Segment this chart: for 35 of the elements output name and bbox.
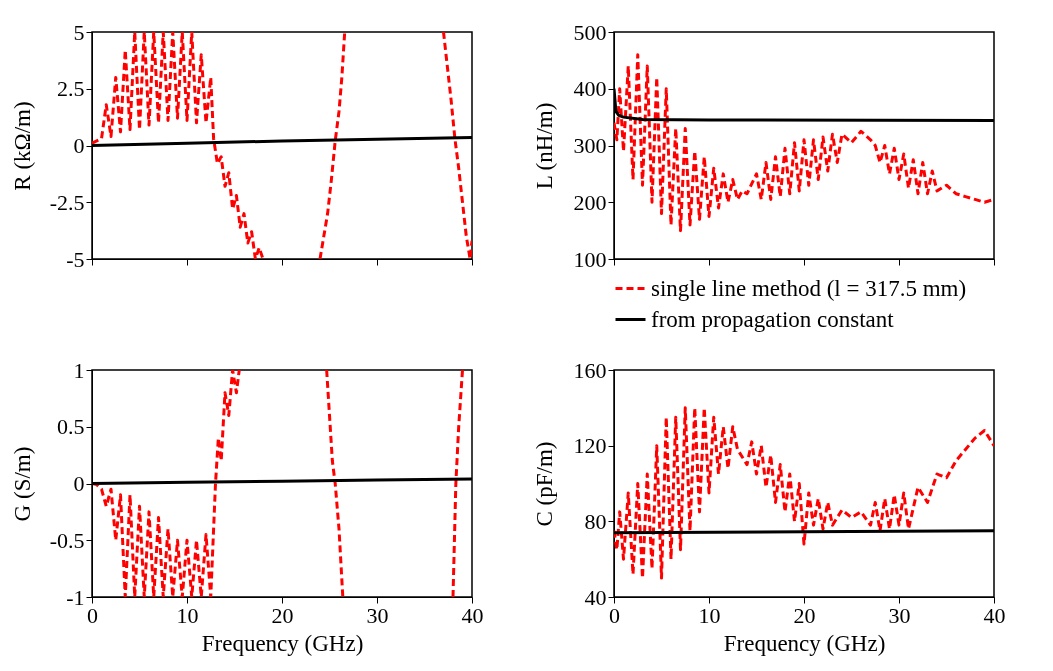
x-tick-label: 40: [461, 602, 484, 628]
x-tick-label: 30: [366, 602, 389, 628]
y-axis-title: G (S/m): [9, 446, 35, 522]
legend-label: single line method (l = 317.5 mm): [651, 275, 967, 301]
y-tick-label: 100: [573, 246, 607, 272]
y-tick-label: 40: [584, 584, 607, 610]
y-axis-title: R (kΩ/m): [9, 101, 35, 191]
x-tick-label: 40: [983, 602, 1006, 628]
x-axis-title: Frequency (GHz): [201, 630, 364, 656]
y-tick-label: 200: [573, 189, 607, 215]
y-tick-label: 1: [73, 357, 85, 383]
y-tick-label: -0.5: [49, 527, 85, 553]
y-tick-label: 300: [573, 133, 607, 158]
x-tick-label: 30: [888, 602, 911, 628]
y-tick-label: 0: [73, 471, 85, 496]
y-tick-label: -2.5: [49, 189, 85, 215]
y-tick-label: 80: [584, 508, 607, 534]
x-tick-label: 20: [793, 602, 816, 628]
y-tick-label: 500: [573, 19, 607, 45]
y-tick-label: 5: [73, 19, 85, 45]
x-tick-label: 10: [698, 602, 721, 628]
y-axis-title: L (nH/m): [531, 102, 557, 190]
y-axis-title: C (pF/m): [531, 441, 557, 527]
legend-label: from propagation constant: [651, 306, 895, 332]
y-tick-label: 0.5: [57, 414, 85, 440]
y-tick-label: 160: [573, 357, 607, 383]
y-tick-label: 120: [573, 433, 607, 459]
x-axis-title: Frequency (GHz): [723, 630, 886, 656]
x-tick-label: 20: [271, 602, 294, 628]
y-tick-label: -5: [66, 246, 85, 272]
y-tick-label: 0: [73, 133, 85, 158]
y-tick-label: 2.5: [57, 76, 85, 102]
x-tick-label: 10: [176, 602, 199, 628]
y-tick-label: 400: [573, 76, 607, 102]
y-tick-label: -1: [66, 584, 85, 610]
